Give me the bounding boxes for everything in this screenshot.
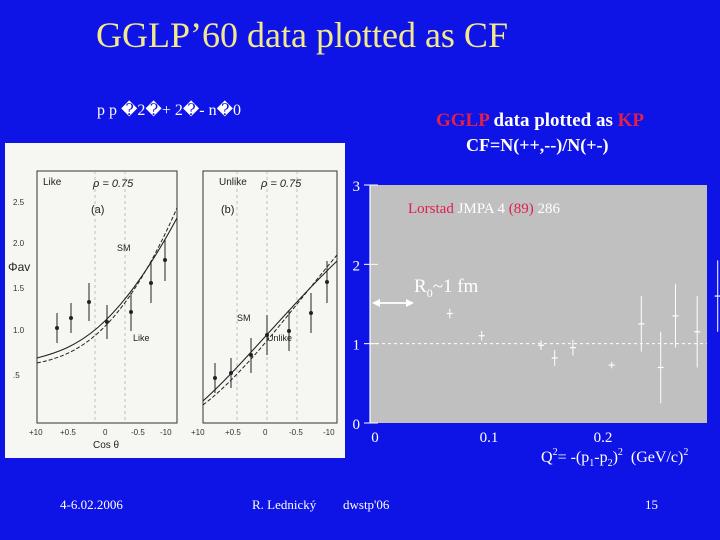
xlabel-p1: 1 [589,458,594,469]
panel-a-label: Like [43,177,62,188]
ytick-label-0: 0 [353,417,361,433]
panel-b-sm-label: SM [237,313,251,323]
panel-b-label: Unlike [219,177,247,188]
left-ylabel: Φav [8,260,30,274]
xtick-b-0: +10 [191,428,205,437]
xlabel-units: (GeV/c) [631,449,683,466]
reference-page: 286 [537,201,560,217]
chart-title-gglp: GGLP [436,110,489,131]
xlabel-q: Q [541,449,553,466]
panel-a-rho: ρ = 0.75 [92,178,134,190]
chart-plot-area [370,185,707,423]
panel-b-curve-unlike [202,254,338,406]
ytick-label-3: 3 [353,179,361,195]
chart-title: GGLP data plotted as KP [436,110,644,132]
ytick-3: 1.0 [13,326,25,335]
xtick-b-4: -10 [323,428,335,437]
xlabel-minus: -p [594,449,607,466]
xtick-b-3: -0.5 [289,428,303,437]
annotation-arrowhead-right [406,299,414,307]
reference-author: Lorstad [408,201,454,217]
xtick-a-4: -10 [160,428,172,437]
xtick-label-0: 0 [371,430,379,446]
slide-title: GGLP’60 data plotted as CF [96,15,508,55]
ytick-4: .5 [13,371,20,380]
ytick-0: 2.5 [13,198,25,207]
xtick-b-2: 0 [263,428,268,437]
chart-title-middle: data plotted as [493,110,613,131]
xtick-a-1: +0.5 [60,428,76,437]
annotation-rest: ~1 fm [433,276,479,297]
xlabel-p2: 2 [608,458,613,469]
xtick-label-2: 0.2 [594,430,613,446]
chart-subtitle: CF=N(++,--)/N(+-) [466,135,609,155]
xlabel-paren-sq: 2 [618,447,623,458]
xlabel-paren: ) [613,449,618,466]
xtick-b-1: +0.5 [225,428,241,437]
footer-author: R. Lednický [252,497,317,512]
ytick-label-1: 1 [353,338,361,354]
panel-a-frame [36,170,178,424]
left-xlabel: Cos θ [93,440,120,451]
xtick-a-0: +10 [29,428,43,437]
annotation-r: R [414,276,427,297]
chart-title-kp: KP [617,110,644,131]
panel-a-like-label: Like [133,333,150,343]
reference-label: Lorstad JMPA 4 (89) 286 [408,201,560,217]
panel-a-curve-sm [36,217,178,359]
chart-xlabel: Q2= -(p1-p2)2 (GeV/c)2 [541,447,688,469]
xtick-a-3: -0.5 [131,428,145,437]
reaction-formula: p p �2�+ 2�- n�0 [97,102,241,119]
xtick-label-1: 0.1 [480,430,499,446]
footer-date: 4-6.02.2006 [60,497,123,512]
panel-b-unlike-label: Unlike [267,333,292,343]
panel-a-tag: (a) [91,204,104,216]
xlabel-q-sq: 2 [553,447,558,458]
xtick-a-2: 0 [103,428,108,437]
gglp-original-plot: 2.5 2.0 1.5 1.0 .5 Φav Like ρ = 0.75 (a)… [5,143,345,458]
footer-event: dwstp'06 [343,497,390,512]
footer-page: 15 [645,497,658,512]
ytick-1: 2.0 [13,239,25,248]
panel-b-frame [202,170,338,424]
xlabel-mid: = -(p [558,449,590,466]
reference-journal: JMPA 4 [458,201,506,217]
annotation-r0: R0~1 fm [414,276,479,300]
panel-a-curve-like [36,207,178,364]
gglp-original-plot-svg: 2.5 2.0 1.5 1.0 .5 Φav Like ρ = 0.75 (a)… [8,170,338,451]
annotation-sub: 0 [427,286,433,300]
panel-b-rho: ρ = 0.75 [260,178,302,190]
panel-b-tag: (b) [221,204,234,216]
ytick-2: 1.5 [13,284,25,293]
reference-year: (89) [509,201,534,217]
panel-a-sm-label: SM [117,243,131,253]
ytick-label-2: 2 [353,258,361,274]
xlabel-units-sq: 2 [683,447,688,458]
